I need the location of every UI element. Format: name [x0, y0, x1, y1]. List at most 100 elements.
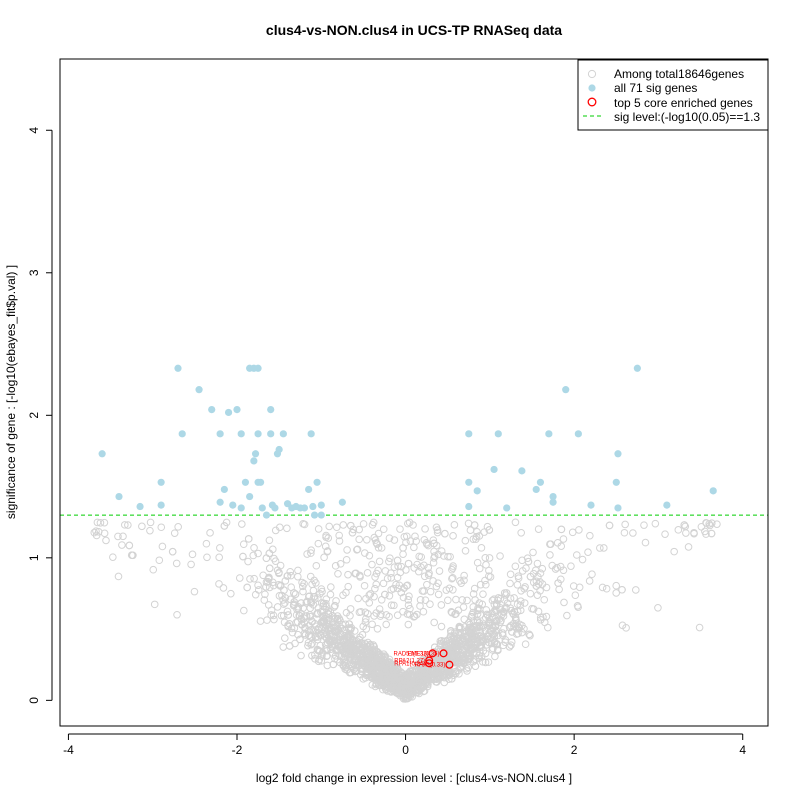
background-gene-point [433, 526, 442, 534]
background-gene-point [371, 536, 380, 544]
background-gene-point [358, 643, 367, 652]
background-gene-point [326, 590, 335, 599]
background-gene-point [290, 589, 298, 597]
background-gene-point [612, 589, 621, 597]
background-gene-point [467, 633, 476, 641]
background-gene-point [330, 603, 338, 611]
background-gene-point [456, 624, 465, 632]
background-gene-point [441, 529, 449, 538]
background-gene-point [555, 585, 563, 594]
background-gene-point [500, 624, 508, 633]
background-gene-point [471, 627, 480, 635]
background-gene-point [463, 667, 471, 675]
background-gene-point [353, 545, 361, 554]
background-gene-point [155, 556, 164, 565]
background-gene-point [299, 520, 307, 528]
x-tick-label: -4 [63, 743, 74, 757]
background-gene-point [109, 553, 117, 561]
sig-gene-point [518, 467, 526, 475]
background-gene-point [393, 611, 402, 620]
background-gene-point [478, 600, 487, 609]
background-genes-layer [90, 518, 721, 703]
sig-gene-point [216, 430, 224, 438]
sig-gene-point [614, 450, 622, 458]
background-gene-point [262, 554, 271, 563]
background-gene-point [235, 574, 244, 582]
background-gene-point [404, 559, 413, 568]
background-gene-point [480, 528, 488, 536]
background-gene-point [377, 675, 386, 683]
background-gene-point [539, 613, 547, 621]
background-gene-point [344, 570, 352, 579]
background-gene-point [271, 526, 280, 535]
background-gene-point [387, 586, 396, 594]
sig-gene-point [305, 485, 313, 494]
background-gene-point [294, 572, 302, 581]
background-gene-point [323, 639, 332, 647]
background-gene-point [430, 648, 439, 656]
background-gene-point [460, 615, 469, 624]
background-gene-point [436, 659, 445, 667]
background-gene-point [370, 642, 379, 651]
background-gene-point [302, 612, 311, 620]
background-gene-point [456, 662, 465, 671]
background-gene-point [350, 627, 359, 635]
background-gene-point [521, 640, 530, 649]
background-gene-point [533, 559, 542, 568]
background-gene-point [661, 530, 669, 538]
background-gene-point [313, 610, 321, 618]
background-gene-point [283, 607, 292, 616]
background-gene-point [572, 551, 581, 559]
background-gene-point [320, 614, 329, 623]
background-gene-point [602, 584, 611, 593]
background-gene-point [313, 645, 322, 654]
sig-gene-point [220, 485, 228, 494]
background-gene-point [485, 554, 494, 562]
background-gene-point [396, 684, 405, 693]
background-gene-point [300, 579, 308, 588]
background-gene-point [440, 552, 448, 560]
sig-gene-point [317, 501, 325, 509]
background-gene-point [466, 526, 475, 535]
background-gene-point [279, 643, 288, 651]
background-gene-point [518, 567, 527, 575]
background-gene-point [525, 630, 534, 639]
background-gene-point [430, 618, 439, 627]
background-gene-point [505, 643, 514, 651]
background-gene-point [404, 620, 413, 629]
background-gene-point [341, 631, 349, 640]
background-gene-point [425, 569, 433, 577]
background-gene-point [286, 567, 295, 576]
background-gene-point [309, 586, 318, 595]
background-gene-point [317, 625, 326, 634]
x-tick-label: 2 [571, 743, 578, 757]
background-gene-point [511, 518, 520, 527]
background-gene-point [468, 634, 477, 643]
background-gene-point [513, 600, 522, 609]
background-gene-point [271, 557, 280, 565]
background-gene-point [526, 572, 535, 581]
background-gene-point [620, 528, 629, 537]
background-gene-point [508, 628, 516, 636]
y-tick-label: 2 [27, 412, 41, 419]
background-gene-point [344, 641, 353, 650]
background-gene-point [267, 606, 276, 615]
background-gene-point [695, 623, 704, 632]
background-gene-point [399, 544, 407, 552]
sig-gene-point [254, 364, 262, 372]
background-gene-point [498, 629, 507, 637]
background-gene-point [328, 630, 336, 639]
background-gene-point [435, 567, 444, 575]
background-gene-point [390, 681, 398, 690]
sig-gene-point [587, 501, 595, 509]
y-axis: 0 1 2 3 4 [27, 127, 53, 704]
core-gene-label: RPA3(0.33) [414, 663, 445, 669]
background-gene-point [409, 521, 417, 529]
background-gene-point [220, 522, 229, 530]
background-gene-point [365, 660, 373, 669]
x-axis: -4 -2 0 2 4 [63, 733, 746, 757]
background-gene-point [554, 579, 562, 587]
background-gene-point [670, 547, 678, 556]
background-gene-point [640, 521, 648, 529]
background-gene-point [410, 543, 418, 552]
